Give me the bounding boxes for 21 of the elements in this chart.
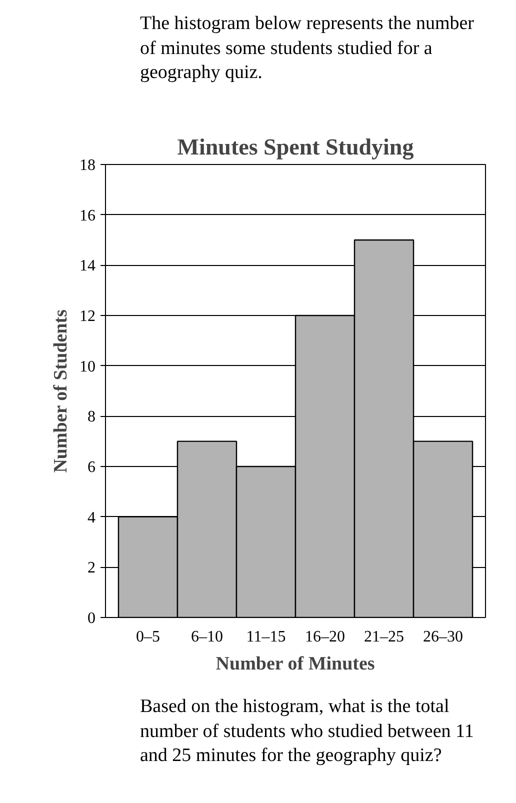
y-tick-label: 10	[80, 358, 96, 376]
x-tick-label: 6–10	[190, 628, 223, 646]
x-tick-label: 11–15	[246, 628, 286, 646]
x-tick-label: 0–5	[136, 628, 160, 646]
y-tick-label: 6	[88, 459, 96, 476]
y-tick-label: 8	[88, 408, 96, 426]
y-tick-label: 18	[80, 157, 96, 174]
x-tick-label: 26–30	[423, 628, 464, 646]
x-tick-label: 21–25	[364, 628, 404, 646]
y-tick-label: 14	[80, 258, 96, 275]
text: The histogram below represents the number of minutes some students studied for a geography quiz.	[140, 12, 475, 86]
y-tick-label: 16	[80, 207, 96, 224]
x-tick-label: 16–20	[305, 628, 346, 646]
chart-title: Minutes Spent Studying	[177, 134, 414, 160]
y-tick-label: 4	[88, 509, 96, 526]
y-tick-label: 2	[88, 560, 96, 577]
y-tick-label: 12	[80, 308, 96, 325]
text: Based on the histogram, what is the total number of students who studied between 11 and 25 minutes for the geography quiz?	[140, 695, 475, 768]
x-axis-title: Number of Minutes	[216, 654, 375, 674]
y-axis-title: Number of Students	[50, 310, 72, 473]
y-tick-label: 0	[88, 610, 96, 627]
